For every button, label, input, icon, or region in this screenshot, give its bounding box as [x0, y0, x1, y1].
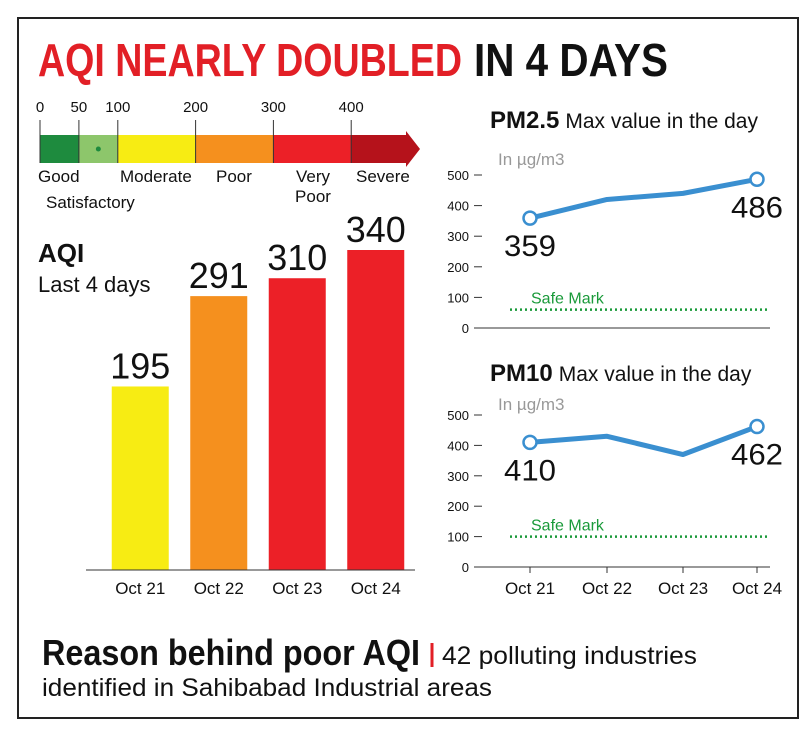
bar — [268, 278, 326, 570]
chart-title: PM2.5 Max value in the day — [490, 107, 758, 134]
x-tick-label: Oct 21 — [115, 579, 165, 598]
x-tick-label: Oct 21 — [505, 579, 555, 598]
y-tick-label: 500 — [447, 408, 469, 423]
point-marker — [522, 210, 538, 226]
chart-title: PM2.5 — [490, 107, 559, 134]
footer-heading: Reason behind poor AQI — [42, 632, 420, 673]
value-label: 340 — [346, 209, 406, 250]
scale-arrow — [406, 131, 420, 167]
value-label: 195 — [110, 345, 170, 386]
unit-label: In µg/m3 — [498, 150, 565, 169]
y-tick-label: 0 — [462, 321, 469, 336]
value-label: 310 — [267, 237, 327, 278]
scale-tick-label: 100 — [105, 99, 130, 116]
scale-label: Poor — [216, 167, 252, 186]
y-tick-label: 100 — [447, 290, 469, 305]
point-marker — [749, 171, 765, 188]
x-tick-label: Oct 23 — [658, 579, 708, 598]
scale-label: Very Poor — [295, 167, 331, 206]
y-tick-label: 200 — [447, 260, 469, 275]
x-tick-label: Oct 22 — [194, 579, 244, 598]
y-tick-label: 400 — [447, 438, 469, 453]
value-label: 462 — [731, 439, 783, 472]
y-tick-label: 0 — [462, 560, 469, 575]
chart-title: PM10 — [490, 360, 553, 387]
bar — [190, 296, 248, 570]
chart-subtitle: Max value in the day — [565, 110, 758, 133]
point-marker — [749, 418, 765, 435]
line — [529, 424, 758, 458]
scale-pointer — [95, 146, 101, 152]
chart-title: PM10 Max value in the day — [490, 360, 752, 387]
scale-tick-label: 300 — [261, 99, 286, 116]
safe-mark-label: Safe Mark — [531, 518, 605, 535]
scale-label: Moderate — [120, 167, 192, 186]
value-label: 410 — [504, 454, 556, 487]
bar — [347, 250, 405, 570]
safe-mark-label: Safe Mark — [531, 291, 605, 308]
scale-band — [351, 135, 406, 163]
headline-lead: AQI NEARLY DOUBLED — [38, 34, 462, 86]
scale-band — [40, 135, 79, 163]
scale-tick-label: 200 — [183, 99, 208, 116]
line — [529, 176, 758, 221]
scale-label: Good — [38, 167, 80, 186]
footer-line1: 42 polluting industries — [442, 642, 697, 670]
y-tick-label: 300 — [447, 229, 469, 244]
unit-label: In µg/m3 — [498, 395, 565, 414]
x-tick-label: Oct 24 — [351, 579, 401, 598]
scale-tick-label: 400 — [339, 99, 364, 116]
y-tick-label: 200 — [447, 499, 469, 514]
scale-tick-label: 50 — [71, 99, 88, 116]
frame — [17, 17, 799, 719]
scale-label: Severe — [356, 167, 410, 186]
chart-subtitle: Last 4 days — [38, 272, 151, 297]
value-label: 359 — [504, 230, 556, 263]
value-label: 291 — [189, 255, 249, 296]
x-tick-label: Oct 24 — [732, 579, 782, 598]
x-tick-label: Oct 22 — [582, 579, 632, 598]
value-label: 486 — [731, 191, 783, 224]
footer-line2: identified in Sahibabad Industrial areas — [42, 674, 492, 702]
chart-subtitle: Max value in the day — [559, 363, 752, 386]
y-tick-label: 500 — [447, 168, 469, 183]
scale-band — [195, 135, 274, 163]
headline-rest: IN 4 DAYS — [474, 34, 668, 86]
scale-label: Satisfactory — [46, 193, 135, 212]
bar — [111, 386, 169, 570]
chart-title: AQI — [38, 238, 84, 268]
scale-band — [117, 135, 196, 163]
scale-band — [273, 135, 352, 163]
y-tick-label: 400 — [447, 199, 469, 214]
y-tick-label: 300 — [447, 469, 469, 484]
y-tick-label: 100 — [447, 530, 469, 545]
scale-tick-label: 0 — [36, 99, 44, 116]
x-tick-label: Oct 23 — [272, 579, 322, 598]
point-marker — [522, 434, 538, 451]
